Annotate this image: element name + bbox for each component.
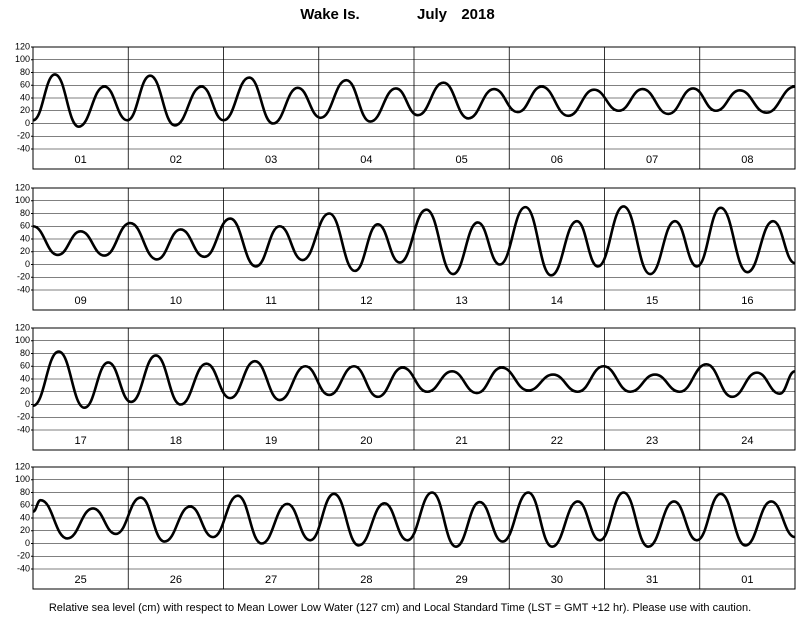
y-tick-label: 80 <box>20 208 30 218</box>
month-title: July <box>417 6 448 23</box>
y-tick-label: -20 <box>17 551 30 561</box>
panel-frame <box>32 327 796 451</box>
x-tick-label: 11 <box>265 295 276 307</box>
y-tick-label: 40 <box>20 233 30 243</box>
x-tick-label: 09 <box>75 295 87 307</box>
y-tick-label: 120 <box>15 322 30 332</box>
y-tick-label: 80 <box>20 487 30 497</box>
y-tick-label: 120 <box>15 461 30 471</box>
x-tick-label: 21 <box>456 435 468 447</box>
x-tick-label: 03 <box>265 154 277 166</box>
y-tick-label: 20 <box>20 386 30 396</box>
x-tick-label: 25 <box>75 574 87 586</box>
y-tick-label: -40 <box>17 563 30 573</box>
x-tick-label: 22 <box>551 435 563 447</box>
x-tick-label: 01 <box>741 574 753 586</box>
y-tick-label: 80 <box>20 348 30 358</box>
x-tick-label: 18 <box>170 435 182 447</box>
station-title: Wake Is. <box>300 6 359 23</box>
x-tick-label: 07 <box>646 154 658 166</box>
x-tick-label: 20 <box>360 435 372 447</box>
y-tick-label: 100 <box>15 335 30 345</box>
x-tick-label: 23 <box>646 435 658 447</box>
y-tick-label: -20 <box>17 131 30 141</box>
x-tick-label: 27 <box>265 574 277 586</box>
y-tick-label: 0 <box>25 259 30 269</box>
y-tick-label: 20 <box>20 105 30 115</box>
y-tick-label: 120 <box>15 41 30 51</box>
y-tick-label: -40 <box>17 424 30 434</box>
x-tick-label: 14 <box>551 295 563 307</box>
x-tick-label: 08 <box>741 154 753 166</box>
x-tick-label: 26 <box>170 574 182 586</box>
panel-frame <box>32 466 796 590</box>
y-tick-label: -20 <box>17 412 30 422</box>
tide-curve <box>33 73 795 128</box>
tide-curve <box>33 205 795 277</box>
x-tick-label: 05 <box>456 154 468 166</box>
y-tick-label: 100 <box>15 474 30 484</box>
y-tick-label: -40 <box>17 143 30 153</box>
x-tick-label: 02 <box>170 154 182 166</box>
panel-frame <box>32 187 796 311</box>
x-tick-label: 10 <box>170 295 182 307</box>
y-tick-label: -20 <box>17 272 30 282</box>
x-tick-label: 28 <box>360 574 372 586</box>
x-tick-label: 31 <box>646 574 658 586</box>
x-tick-label: 19 <box>265 435 277 447</box>
tide-curve <box>33 350 795 409</box>
y-tick-label: 0 <box>25 399 30 409</box>
y-tick-label: 40 <box>20 373 30 383</box>
x-tick-label: 13 <box>456 295 468 307</box>
y-tick-label: 20 <box>20 246 30 256</box>
tide-curve <box>33 491 795 548</box>
x-tick-label: 30 <box>551 574 563 586</box>
x-tick-label: 16 <box>741 295 753 307</box>
y-tick-label: 20 <box>20 525 30 535</box>
x-tick-label: 12 <box>360 295 372 307</box>
y-tick-label: 120 <box>15 182 30 192</box>
panel-frame <box>32 46 796 170</box>
x-tick-label: 04 <box>360 154 372 166</box>
y-tick-label: 60 <box>20 361 30 371</box>
x-tick-label: 17 <box>75 435 87 447</box>
x-tick-label: 01 <box>75 154 87 166</box>
y-tick-label: 40 <box>20 512 30 522</box>
y-tick-label: 40 <box>20 92 30 102</box>
year-title: 2018 <box>461 6 494 23</box>
y-tick-label: 100 <box>15 195 30 205</box>
y-tick-label: 80 <box>20 67 30 77</box>
y-tick-label: 0 <box>25 538 30 548</box>
x-tick-label: 06 <box>551 154 563 166</box>
footer-note: Relative sea level (cm) with respect to … <box>49 602 751 614</box>
y-tick-label: 60 <box>20 80 30 90</box>
x-tick-label: 24 <box>741 435 753 447</box>
x-tick-label: 29 <box>456 574 468 586</box>
y-tick-label: 100 <box>15 54 30 64</box>
y-tick-label: -40 <box>17 284 30 294</box>
y-tick-label: 60 <box>20 500 30 510</box>
x-tick-label: 15 <box>646 295 658 307</box>
y-tick-label: 60 <box>20 221 30 231</box>
y-tick-label: 0 <box>25 118 30 128</box>
